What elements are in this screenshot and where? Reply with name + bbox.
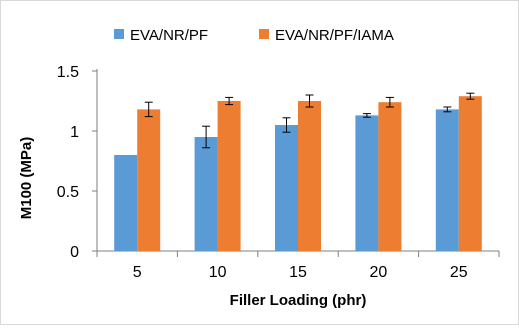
bar-eva-nr-pf — [355, 115, 379, 252]
legend: EVA/NR/PF EVA/NR/PF/IAMA — [114, 27, 394, 44]
y-tick-label: 0 — [70, 244, 79, 261]
bar-eva-nr-pf — [275, 125, 298, 251]
bar-eva-nr-pf-iama — [458, 96, 482, 251]
y-axis: 0 0.5 1 1.5 — [57, 64, 98, 261]
y-tick-label: 0.5 — [57, 184, 79, 201]
legend-label: EVA/NR/PF — [130, 27, 208, 44]
bar-chart: EVA/NR/PF EVA/NR/PF/IAMA 0 0.5 1 1.5 5 10 15 20… — [18, 27, 500, 309]
bar-eva-nr-pf-iama — [137, 109, 161, 252]
error-bars — [144, 92, 475, 149]
x-tick-label: 10 — [209, 264, 227, 281]
bar-eva-nr-pf-iama — [217, 101, 241, 251]
y-tick-label: 1.5 — [57, 64, 79, 81]
bar-eva-nr-pf — [194, 137, 218, 251]
bars — [114, 96, 482, 252]
x-tick-label: 5 — [133, 264, 142, 281]
bar-eva-nr-pf — [114, 155, 138, 251]
legend-label: EVA/NR/PF/IAMA — [275, 27, 394, 44]
legend-swatch — [114, 29, 124, 39]
x-tick-label: 15 — [289, 264, 307, 281]
x-axis-title: Filler Loading (phr) — [230, 292, 367, 309]
bar-eva-nr-pf-iama — [378, 102, 402, 251]
legend-swatch — [259, 29, 269, 39]
y-tick-label: 1 — [70, 124, 79, 141]
bar-eva-nr-pf — [435, 109, 459, 252]
bar-eva-nr-pf-iama — [298, 101, 321, 251]
y-axis-title: M100 (MPa) — [18, 137, 35, 220]
x-tick-label: 25 — [450, 264, 468, 281]
x-axis: 5 10 15 20 25 — [96, 250, 500, 281]
x-tick-label: 20 — [370, 264, 388, 281]
